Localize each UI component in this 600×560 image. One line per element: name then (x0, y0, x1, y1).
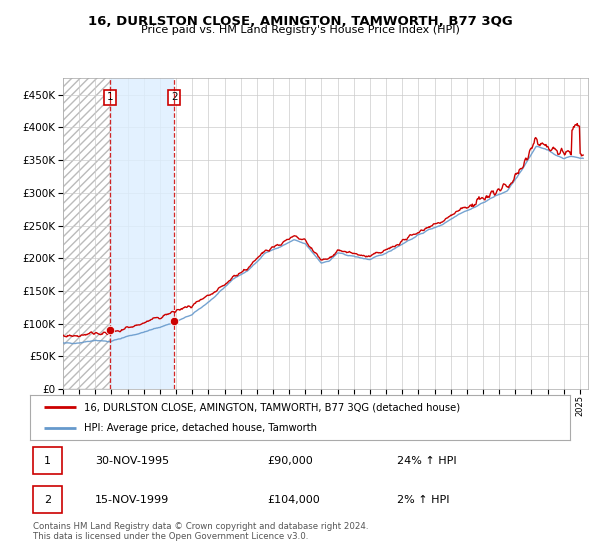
Text: 16, DURLSTON CLOSE, AMINGTON, TAMWORTH, B77 3QG: 16, DURLSTON CLOSE, AMINGTON, TAMWORTH, … (88, 15, 512, 27)
Text: 30-NOV-1995: 30-NOV-1995 (95, 456, 169, 465)
Text: 1: 1 (107, 92, 113, 102)
Text: 16, DURLSTON CLOSE, AMINGTON, TAMWORTH, B77 3QG (detached house): 16, DURLSTON CLOSE, AMINGTON, TAMWORTH, … (84, 402, 460, 412)
Bar (63, 78, 110, 389)
Text: HPI: Average price, detached house, Tamworth: HPI: Average price, detached house, Tamw… (84, 423, 317, 433)
Text: £90,000: £90,000 (268, 456, 313, 465)
Text: 1: 1 (44, 456, 51, 465)
FancyBboxPatch shape (33, 447, 62, 474)
Text: Price paid vs. HM Land Registry's House Price Index (HPI): Price paid vs. HM Land Registry's House … (140, 25, 460, 35)
Text: 2% ↑ HPI: 2% ↑ HPI (397, 495, 450, 505)
Text: 2: 2 (44, 495, 51, 505)
Text: £104,000: £104,000 (268, 495, 320, 505)
FancyBboxPatch shape (33, 486, 62, 514)
Text: 2: 2 (171, 92, 178, 102)
Bar (110, 78, 174, 389)
Text: Contains HM Land Registry data © Crown copyright and database right 2024.
This d: Contains HM Land Registry data © Crown c… (33, 522, 368, 542)
Text: 15-NOV-1999: 15-NOV-1999 (95, 495, 169, 505)
Text: 24% ↑ HPI: 24% ↑ HPI (397, 456, 457, 465)
